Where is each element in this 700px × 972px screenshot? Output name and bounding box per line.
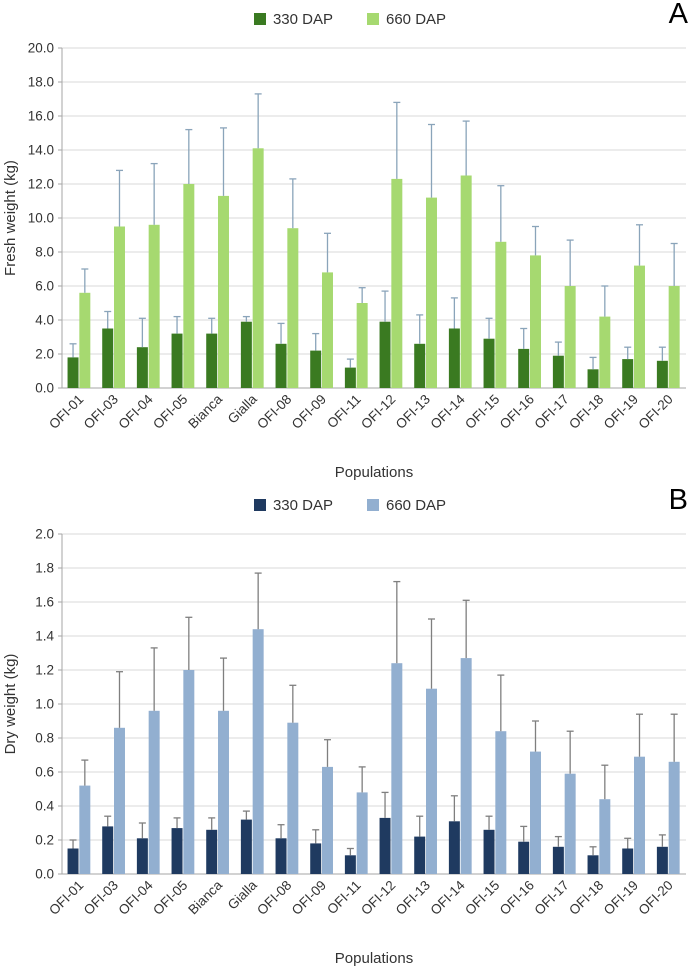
panel-b-header: 330 DAP 660 DAP B <box>0 486 700 524</box>
svg-text:Populations: Populations <box>335 464 413 481</box>
svg-text:2.0: 2.0 <box>35 527 54 542</box>
svg-text:16.0: 16.0 <box>28 109 54 124</box>
svg-text:12.0: 12.0 <box>28 177 54 192</box>
svg-text:Fresh weight (kg): Fresh weight (kg) <box>2 160 19 276</box>
svg-text:2.0: 2.0 <box>35 347 54 362</box>
legend-swatch-330dap-icon <box>253 13 266 25</box>
svg-text:8.0: 8.0 <box>35 245 54 260</box>
svg-text:OFI-20: OFI-20 <box>635 392 675 432</box>
svg-text:14.0: 14.0 <box>28 143 54 158</box>
svg-text:OFI-04: OFI-04 <box>115 877 156 918</box>
svg-text:Bianca: Bianca <box>185 877 225 917</box>
svg-text:OFI-14: OFI-14 <box>427 877 468 918</box>
svg-text:Dry weight (kg): Dry weight (kg) <box>2 654 19 755</box>
svg-text:18.0: 18.0 <box>28 75 54 90</box>
svg-text:OFI-19: OFI-19 <box>601 878 641 918</box>
svg-text:4.0: 4.0 <box>35 313 54 328</box>
svg-text:1.2: 1.2 <box>35 663 54 678</box>
svg-text:OFI-09: OFI-09 <box>289 392 329 432</box>
svg-text:1.6: 1.6 <box>35 595 54 610</box>
legend-item-660dap: 660 DAP <box>367 497 446 514</box>
svg-text:OFI-15: OFI-15 <box>462 878 502 918</box>
svg-text:0.6: 0.6 <box>35 765 54 780</box>
svg-text:OFI-20: OFI-20 <box>635 878 675 918</box>
panel-label-b: B <box>668 484 688 516</box>
dry-weight-chart: 0.00.20.40.60.81.01.21.41.61.82.0OFI-01O… <box>2 527 686 967</box>
svg-text:OFI-12: OFI-12 <box>358 392 398 432</box>
legend-label-330dap: 330 DAP <box>272 496 333 514</box>
svg-text:OFI-08: OFI-08 <box>254 878 294 918</box>
legend-b: 330 DAP 660 DAP <box>253 496 446 514</box>
svg-text:10.0: 10.0 <box>28 211 54 226</box>
svg-text:OFI-13: OFI-13 <box>393 878 433 918</box>
legend-item-330dap: 330 DAP <box>253 496 333 514</box>
svg-text:1.8: 1.8 <box>35 561 54 576</box>
legend-label-330dap: 330 DAP <box>272 10 333 28</box>
legend-item-660dap: 660 DAP <box>367 11 446 28</box>
svg-text:0.8: 0.8 <box>35 731 54 746</box>
svg-text:OFI-05: OFI-05 <box>150 878 190 918</box>
svg-text:OFI-03: OFI-03 <box>81 392 121 432</box>
legend-swatch-660dap-icon <box>367 499 379 511</box>
panel-b: 330 DAP 660 DAP B 0.0 0.2 0.4 0.6 0.8 1.0 1.2 1… <box>0 486 700 972</box>
svg-text:Populations: Populations <box>335 950 413 967</box>
panel-a-header: 330 DAP 660 DAP A <box>0 0 700 38</box>
legend-swatch-660dap-icon <box>367 13 379 25</box>
svg-text:OFI-01: OFI-01 <box>46 392 86 432</box>
fresh-weight-chart: 0.0 2.0 4.0 6.0 8.0 10.0 12.0 14.0 16.0 18.0 20.0 O… <box>2 41 686 481</box>
svg-text:OFI-17: OFI-17 <box>531 878 571 918</box>
svg-text:OFI-01: OFI-01 <box>46 878 86 918</box>
svg-text:1.4: 1.4 <box>35 629 54 644</box>
legend-swatch-330dap-icon <box>253 499 266 511</box>
panel-a: 330 DAP 660 DAP A 0.0 2.0 4.0 6.0 8.0 10.0 12.… <box>0 0 700 481</box>
svg-text:OFI-14: OFI-14 <box>427 391 468 432</box>
legend-item-330dap: 330 DAP <box>253 10 333 28</box>
svg-text:OFI-18: OFI-18 <box>566 878 606 918</box>
svg-text:0.0: 0.0 <box>35 381 54 396</box>
legend-label-660dap: 660 DAP <box>386 10 447 28</box>
svg-text:OFI-16: OFI-16 <box>497 878 537 918</box>
svg-text:1.0: 1.0 <box>35 697 54 712</box>
svg-text:OFI-11: OFI-11 <box>324 392 364 432</box>
svg-text:OFI-12: OFI-12 <box>358 878 398 918</box>
svg-text:OFI-13: OFI-13 <box>393 392 433 432</box>
panel-label-a: A <box>668 0 688 30</box>
legend-label-660dap: 660 DAP <box>386 496 447 514</box>
svg-text:0.4: 0.4 <box>35 799 54 814</box>
legend-a: 330 DAP 660 DAP <box>253 10 446 28</box>
svg-text:OFI-15: OFI-15 <box>462 392 502 432</box>
svg-text:OFI-19: OFI-19 <box>601 392 641 432</box>
svg-text:OFI-17: OFI-17 <box>531 392 571 432</box>
svg-text:OFI-05: OFI-05 <box>150 392 190 432</box>
svg-text:0.2: 0.2 <box>35 833 54 848</box>
svg-text:6.0: 6.0 <box>35 279 54 294</box>
svg-text:Bianca: Bianca <box>185 391 225 431</box>
svg-text:OFI-18: OFI-18 <box>566 392 606 432</box>
svg-text:OFI-16: OFI-16 <box>497 392 537 432</box>
svg-text:OFI-03: OFI-03 <box>81 878 121 918</box>
svg-text:OFI-08: OFI-08 <box>254 392 294 432</box>
svg-text:OFI-09: OFI-09 <box>289 878 329 918</box>
svg-text:20.0: 20.0 <box>28 41 54 56</box>
svg-text:0.0: 0.0 <box>35 867 54 882</box>
svg-text:OFI-04: OFI-04 <box>115 391 156 432</box>
svg-text:OFI-11: OFI-11 <box>324 878 364 918</box>
